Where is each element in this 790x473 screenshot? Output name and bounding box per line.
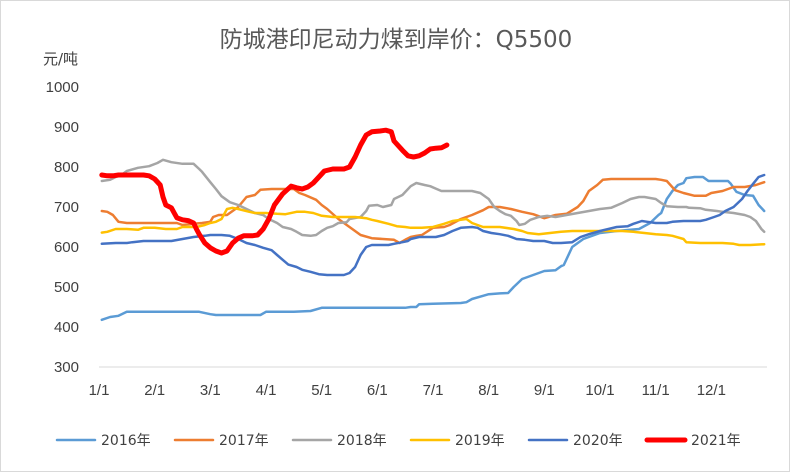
x-tick-label: 10/1: [585, 382, 614, 399]
x-tick-label: 8/1: [478, 382, 499, 399]
legend-item[interactable]: 2017年: [173, 433, 269, 449]
chart-title: 防城港印尼动力煤到岸价：Q5500: [220, 27, 573, 53]
legend-label: 2021年: [691, 433, 741, 449]
legend-item[interactable]: 2018年: [291, 433, 387, 449]
series-line-2018年: [100, 158, 766, 238]
legend-label: 2020年: [573, 433, 623, 449]
series-line-2019年: [100, 206, 766, 247]
series-line-2016年: [100, 175, 766, 322]
x-tick-label: 1/1: [89, 382, 110, 399]
x-tick-label: 4/1: [256, 382, 277, 399]
legend-item[interactable]: 2016年: [55, 433, 151, 449]
y-tick-label: 300: [54, 359, 79, 376]
series-line-2020年: [100, 173, 766, 277]
series-line-2017年: [100, 177, 766, 245]
y-tick-label: 400: [54, 319, 79, 336]
series-line-2021年: [99, 127, 450, 256]
y-tick-label: 500: [54, 279, 79, 296]
x-tick-label: 7/1: [423, 382, 444, 399]
x-tick-label: 12/1: [697, 382, 726, 399]
x-axis: 1/1 2/1 3/1 4/1 5/1 6/1 7/1 8/1 9/1 10/1 11/1 12/1: [89, 366, 767, 399]
x-tick-label: 5/1: [311, 382, 332, 399]
legend[interactable]: 2016年 2017年 2018年 2019年 2020年 2021年: [55, 433, 741, 449]
x-tick-label: 11/1: [642, 382, 670, 399]
legend-label: 2018年: [337, 433, 387, 449]
y-axis-unit-label: 元/吨: [43, 50, 78, 68]
legend-item[interactable]: 2019年: [409, 433, 505, 449]
x-tick-label: 2/1: [144, 382, 165, 399]
plot-area: [99, 127, 766, 322]
legend-item[interactable]: 2020年: [527, 433, 623, 449]
legend-label: 2016年: [101, 433, 151, 449]
x-tick-label: 6/1: [367, 382, 388, 399]
x-tick-label: 3/1: [200, 382, 221, 399]
legend-label: 2017年: [219, 433, 269, 449]
y-tick-label: 1000: [46, 79, 79, 96]
y-tick-label: 800: [54, 159, 79, 176]
y-tick-label: 700: [54, 199, 79, 216]
y-tick-label: 900: [54, 119, 79, 136]
y-axis: 300 400 500 600 700 800 900 1000: [46, 79, 79, 376]
x-tick-label: 9/1: [534, 382, 555, 399]
legend-item[interactable]: 2021年: [644, 433, 741, 449]
y-tick-label: 600: [54, 239, 79, 256]
legend-label: 2019年: [455, 433, 505, 449]
